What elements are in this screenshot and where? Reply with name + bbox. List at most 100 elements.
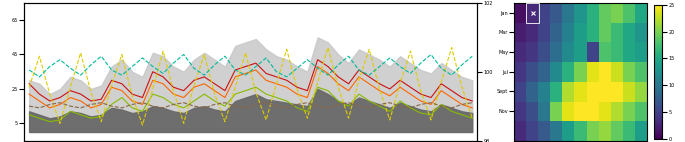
Total IHMR <box>355 69 363 71</box>
Mean H <box>283 76 291 78</box>
Total IHMR <box>375 83 384 85</box>
Mean T <box>210 93 219 95</box>
Mean P <box>355 105 363 107</box>
Mean T <box>138 124 147 126</box>
Mean T <box>386 119 394 121</box>
Total IHMR <box>179 90 188 91</box>
Mean P <box>159 107 167 109</box>
IHMR of AMAT <box>447 97 456 98</box>
Mean H <box>365 74 373 76</box>
IHMR of AMAT <box>386 95 394 97</box>
Mean H <box>108 69 116 71</box>
IHMR of AMVT <box>273 97 281 98</box>
Mean H <box>273 71 281 73</box>
Mean H <box>190 67 198 69</box>
Mean P <box>251 104 260 105</box>
Mean T <box>159 50 167 52</box>
Total IHMR <box>87 100 95 102</box>
IHMR of AMVT <box>416 112 425 114</box>
Mean P <box>25 105 34 107</box>
IHMR of AMVT <box>87 117 95 119</box>
Mean T <box>77 52 85 54</box>
IHMR of AMVT <box>138 110 147 112</box>
Mean P <box>241 107 249 109</box>
Mean H <box>241 74 249 76</box>
Mean H <box>56 59 64 60</box>
IHMR of AMAT <box>293 93 301 95</box>
Mean T <box>190 85 198 86</box>
Mean H <box>303 59 312 60</box>
IHMR of AMAT <box>231 76 239 78</box>
Mean T <box>416 90 425 91</box>
Mean H <box>128 66 136 67</box>
IHMR of AMVT <box>427 114 435 116</box>
IHMR of AMVT <box>396 100 404 102</box>
Mean P <box>427 102 435 104</box>
IHMR of AMAT <box>200 83 208 85</box>
Mean H <box>251 66 260 67</box>
IHMR of AMVT <box>458 114 466 116</box>
IHMR of AMAT <box>87 107 95 109</box>
Total IHMR <box>396 80 404 81</box>
Mean P <box>303 102 312 104</box>
IHMR of AMVT <box>283 100 291 102</box>
Mean H <box>334 64 342 66</box>
Mean P <box>56 102 64 104</box>
Mean P <box>273 105 281 107</box>
Mean P <box>149 105 157 107</box>
IHMR of AMAT <box>416 100 425 102</box>
IHMR of AMVT <box>77 114 85 116</box>
Mean T <box>355 80 363 81</box>
IHMR of AMVT <box>231 93 239 95</box>
Mean T <box>241 52 249 54</box>
Total IHMR <box>36 93 44 95</box>
IHMR of AMVT <box>179 107 188 109</box>
Mean H <box>138 57 147 59</box>
Mean T <box>179 123 188 124</box>
IHMR of AMVT <box>303 110 312 112</box>
IHMR of AMVT <box>406 107 414 109</box>
Total IHMR <box>221 90 229 91</box>
Mean H <box>221 55 229 57</box>
Mean T <box>46 93 54 95</box>
IHMR of AMVT <box>386 110 394 112</box>
Mean T <box>458 86 466 88</box>
Total IHMR <box>190 80 198 81</box>
IHMR of AMVT <box>128 107 136 109</box>
Total IHMR <box>406 86 414 88</box>
Mean P <box>46 104 54 105</box>
Mean H <box>396 66 404 67</box>
Mean T <box>396 83 404 85</box>
IHMR of AMVT <box>375 105 384 107</box>
IHMR of AMAT <box>66 97 75 98</box>
IHMR of AMVT <box>262 93 271 95</box>
Total IHMR <box>149 71 157 73</box>
Mean H <box>149 66 157 67</box>
IHMR of AMAT <box>169 93 177 95</box>
Mean P <box>345 102 353 104</box>
Line: Mean P: Mean P <box>29 103 472 108</box>
IHMR of AMAT <box>314 66 322 67</box>
Mean H <box>386 57 394 59</box>
Total IHMR <box>345 83 353 85</box>
Mean T <box>149 88 157 90</box>
Mean P <box>128 104 136 105</box>
Total IHMR <box>66 90 75 91</box>
Mean P <box>169 104 177 105</box>
IHMR of AMVT <box>251 86 260 88</box>
IHMR of AMVT <box>293 107 301 109</box>
IHMR of AMVT <box>345 105 353 107</box>
Mean P <box>77 107 85 109</box>
Mean T <box>324 47 332 48</box>
Mean T <box>118 54 126 55</box>
Total IHMR <box>283 80 291 81</box>
IHMR of AMAT <box>97 104 105 105</box>
Mean T <box>169 90 177 91</box>
Mean P <box>118 107 126 109</box>
IHMR of AMAT <box>149 80 157 81</box>
IHMR of AMAT <box>345 90 353 91</box>
IHMR of AMVT <box>97 116 105 117</box>
Mean P <box>406 107 414 109</box>
IHMR of AMVT <box>200 93 208 95</box>
Mean T <box>427 119 435 121</box>
